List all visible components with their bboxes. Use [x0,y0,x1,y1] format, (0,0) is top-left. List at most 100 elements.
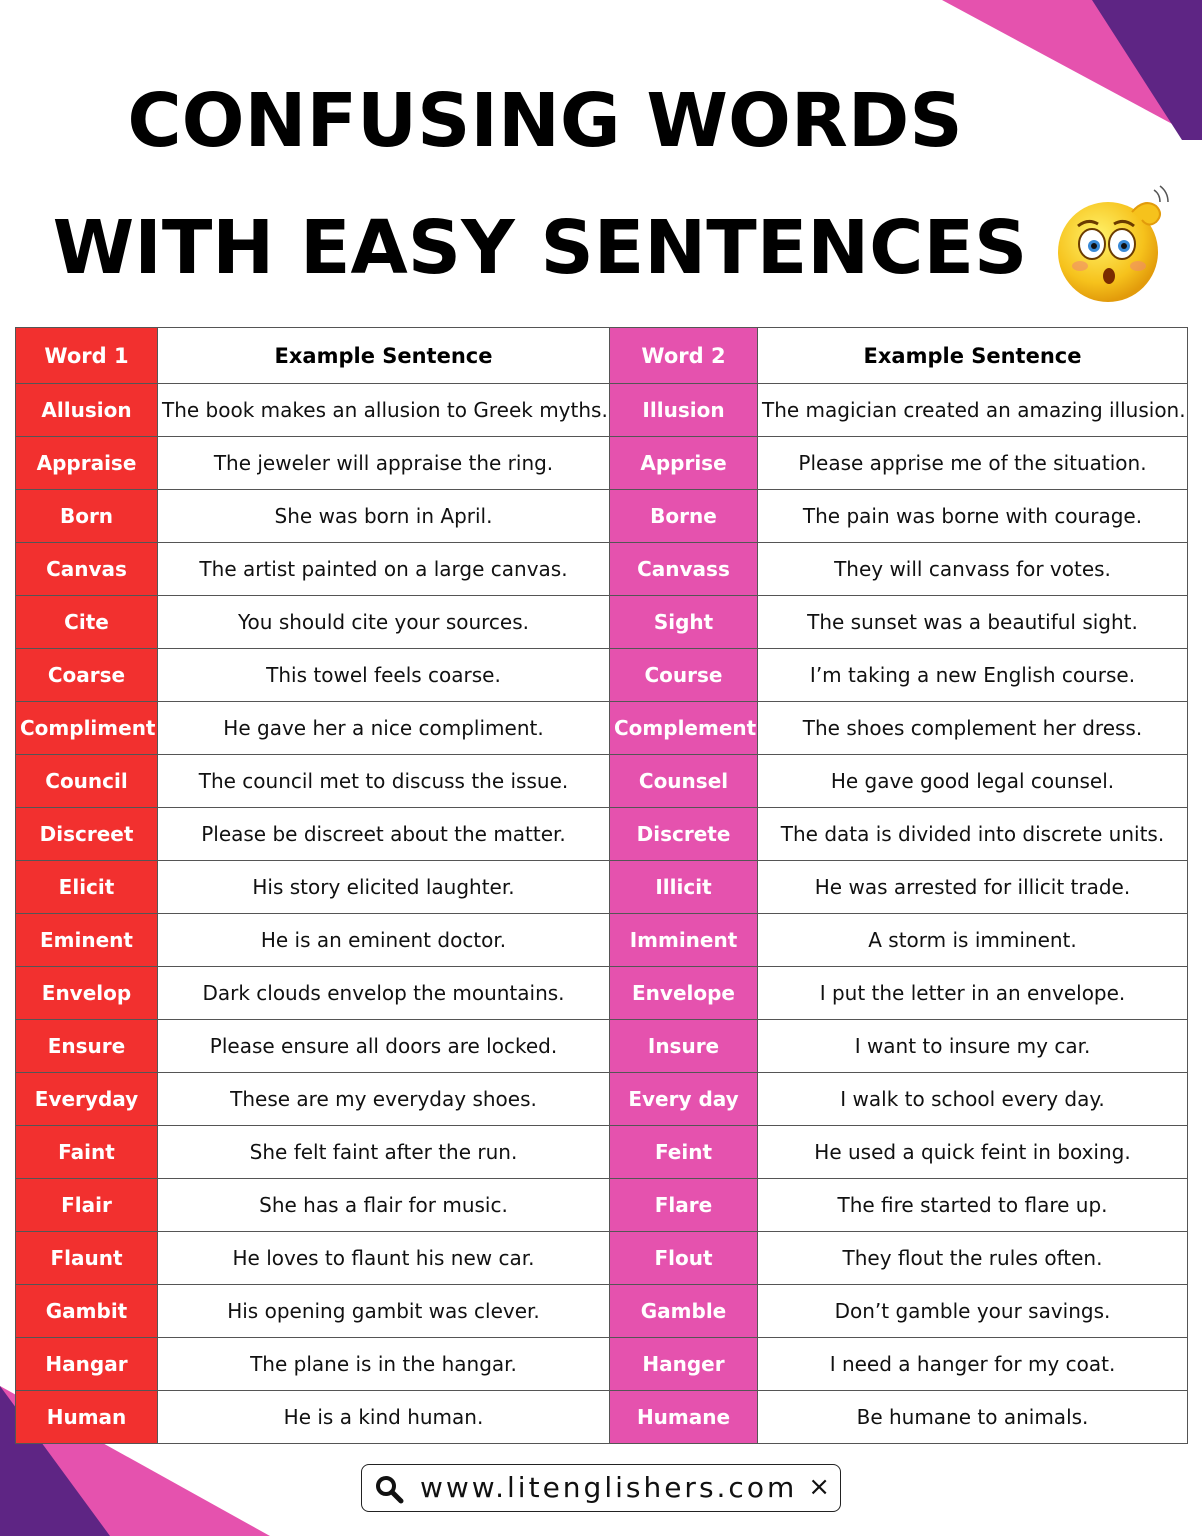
table-row: Born She was born in April. Borne The pain … [15,489,1188,543]
example-sentence-2-cell: They flout the rules often. [757,1231,1188,1285]
table-row: Hangar The plane is in the hangar. Hanger I… [15,1337,1188,1391]
word-2-cell: Humane [609,1390,758,1444]
word-1-cell: Flaunt [15,1231,158,1285]
example-sentence-1-cell: She felt faint after the run. [157,1125,610,1179]
example-sentence-1-cell: Dark clouds envelop the mountains. [157,966,610,1020]
example-sentence-2-cell: I put the letter in an envelope. [757,966,1188,1020]
website-search-bar: www.litenglishers.com × [361,1464,841,1512]
page-title-line-2: WITH EASY SENTENCES [52,205,1028,291]
example-sentence-2-cell: I’m taking a new English course. [757,648,1188,702]
example-sentence-1-cell: This towel feels coarse. [157,648,610,702]
word-1-cell: Human [15,1390,158,1444]
example-sentence-1-cell: He is an eminent doctor. [157,913,610,967]
table-row: Canvas The artist painted on a large canv… [15,542,1188,596]
example-sentence-1-cell: The book makes an allusion to Greek myth… [157,383,610,437]
example-sentence-1-cell: The council met to discuss the issue. [157,754,610,808]
word-2-cell: Course [609,648,758,702]
table-body: Allusion The book makes an allusion to Gr… [15,383,1188,1444]
example-sentence-2-cell: The fire started to flare up. [757,1178,1188,1232]
example-sentence-2-cell: A storm is imminent. [757,913,1188,967]
word-1-cell: Ensure [15,1019,158,1073]
word-1-cell: Compliment [15,701,158,755]
example-sentence-1-cell: The jeweler will appraise the ring. [157,436,610,490]
word-1-cell: Coarse [15,648,158,702]
example-sentence-1-cell: He loves to flaunt his new car. [157,1231,610,1285]
example-sentence-2-cell: Be humane to animals. [757,1390,1188,1444]
example-sentence-1-cell: These are my everyday shoes. [157,1072,610,1126]
example-sentence-1-cell: The plane is in the hangar. [157,1337,610,1391]
word-2-cell: Illicit [609,860,758,914]
word-1-cell: Cite [15,595,158,649]
word-1-cell: Faint [15,1125,158,1179]
word-2-cell: Flout [609,1231,758,1285]
word-1-cell: Everyday [15,1072,158,1126]
example-sentence-2-cell: He was arrested for illicit trade. [757,860,1188,914]
word-1-cell: Discreet [15,807,158,861]
table-row: Compliment He gave her a nice compliment.… [15,701,1188,755]
example-sentence-2-cell: The data is divided into discrete units. [757,807,1188,861]
table-row: Elicit His story elicited laughter. Illici… [15,860,1188,914]
table-header-row: Word 1 Example Sentence Word 2 Example S… [15,327,1188,384]
example-sentence-1-cell: Please be discreet about the matter. [157,807,610,861]
table-row: Cite You should cite your sources. Sight Th… [15,595,1188,649]
word-1-cell: Elicit [15,860,158,914]
word-2-cell: Canvass [609,542,758,596]
word-2-cell: Every day [609,1072,758,1126]
word-2-cell: Insure [609,1019,758,1073]
example-sentence-2-cell: I need a hanger for my coat. [757,1337,1188,1391]
example-sentence-2-cell: The magician created an amazing illusion… [757,383,1188,437]
example-sentence-1-cell: You should cite your sources. [157,595,610,649]
table-row: Eminent He is an eminent doctor. Imminent A… [15,913,1188,967]
word-2-cell: Sight [609,595,758,649]
word-1-cell: Hangar [15,1337,158,1391]
example-sentence-2-cell: Please apprise me of the situation. [757,436,1188,490]
example-sentence-1-cell: His opening gambit was clever. [157,1284,610,1338]
table-row: Allusion The book makes an allusion to Gr… [15,383,1188,437]
word-1-cell: Flair [15,1178,158,1232]
example-sentence-1-cell: He gave her a nice compliment. [157,701,610,755]
example-sentence-1-cell: The artist painted on a large canvas. [157,542,610,596]
word-2-cell: Envelope [609,966,758,1020]
header-word-2: Word 2 [609,327,758,384]
word-1-cell: Appraise [15,436,158,490]
page-title-line-1: CONFUSING WORDS [127,78,963,164]
example-sentence-1-cell: She has a flair for music. [157,1178,610,1232]
confused-emoji-icon [1058,185,1169,302]
word-1-cell: Canvas [15,542,158,596]
table-row: Discreet Please be discreet about the mat… [15,807,1188,861]
example-sentence-2-cell: I want to insure my car. [757,1019,1188,1073]
word-1-cell: Born [15,489,158,543]
word-2-cell: Feint [609,1125,758,1179]
confusing-words-table: Word 1 Example Sentence Word 2 Example S… [15,327,1188,1444]
word-2-cell: Illusion [609,383,758,437]
table-row: Council The council met to discuss the is… [15,754,1188,808]
table-row: Faint She felt faint after the run. Feint H… [15,1125,1188,1179]
example-sentence-1-cell: Please ensure all doors are locked. [157,1019,610,1073]
word-2-cell: Imminent [609,913,758,967]
table-row: Envelop Dark clouds envelop the mountains… [15,966,1188,1020]
word-2-cell: Gamble [609,1284,758,1338]
word-2-cell: Flare [609,1178,758,1232]
table-row: Ensure Please ensure all doors are locked… [15,1019,1188,1073]
word-2-cell: Counsel [609,754,758,808]
example-sentence-2-cell: He gave good legal counsel. [757,754,1188,808]
example-sentence-1-cell: His story elicited laughter. [157,860,610,914]
word-1-cell: Eminent [15,913,158,967]
word-2-cell: Apprise [609,436,758,490]
word-1-cell: Envelop [15,966,158,1020]
website-url: www.litenglishers.com [420,1471,798,1504]
example-sentence-2-cell: Don’t gamble your savings. [757,1284,1188,1338]
header-example-sentence-2: Example Sentence [757,327,1188,384]
word-2-cell: Borne [609,489,758,543]
word-2-cell: Discrete [609,807,758,861]
word-1-cell: Council [15,754,158,808]
example-sentence-2-cell: I walk to school every day. [757,1072,1188,1126]
table-row: Everyday These are my everyday shoes. Ever… [15,1072,1188,1126]
table-row: Flair She has a flair for music. Flare The … [15,1178,1188,1232]
word-1-cell: Gambit [15,1284,158,1338]
word-1-cell: Allusion [15,383,158,437]
example-sentence-2-cell: He used a quick feint in boxing. [757,1125,1188,1179]
example-sentence-2-cell: They will canvass for votes. [757,542,1188,596]
example-sentence-1-cell: He is a kind human. [157,1390,610,1444]
table-row: Coarse This towel feels coarse. Course I’m … [15,648,1188,702]
